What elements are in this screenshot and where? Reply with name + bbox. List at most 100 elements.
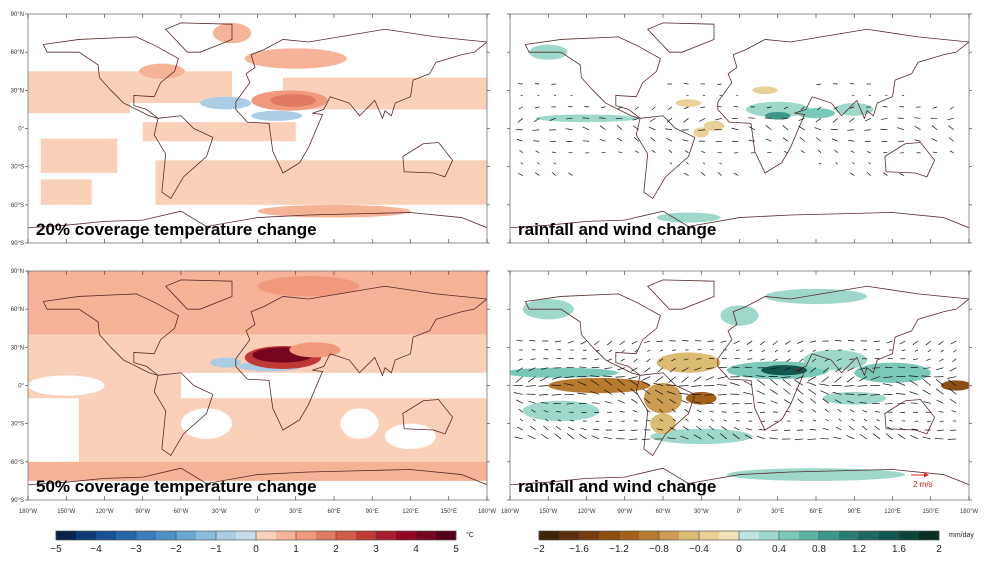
- wind-vector: [822, 398, 829, 404]
- wind-vector: [582, 126, 590, 131]
- wind-vector: [704, 394, 715, 396]
- wind-vector: [681, 367, 689, 372]
- wind-vector: [849, 172, 855, 176]
- colorbar-swatch: [539, 531, 559, 540]
- wind-vector: [567, 340, 574, 344]
- coastline-grl: [165, 22, 233, 53]
- wind-vector: [633, 137, 639, 142]
- lon-tick-label: 180°W: [478, 509, 496, 515]
- wind-vector: [940, 349, 944, 353]
- colorbar-tick-label: 0: [253, 544, 259, 555]
- wind-vector: [651, 106, 656, 111]
- wind-vector: [757, 401, 766, 404]
- wind-vector: [808, 388, 817, 395]
- wind-vector: [540, 367, 549, 370]
- wind-vector: [630, 388, 638, 395]
- wind-vector: [629, 379, 638, 386]
- colorbar-swatch: [739, 531, 759, 540]
- wind-vector: [615, 376, 625, 378]
- wind-vector: [847, 340, 855, 342]
- coastline-grl: [647, 279, 715, 310]
- wind-vector: [809, 367, 817, 373]
- colorbar-tick-label: 2: [333, 544, 339, 555]
- wind-vector: [832, 391, 842, 395]
- lat-tick-label: 0°: [18, 384, 24, 390]
- wind-vector: [730, 382, 740, 386]
- wind-vector: [922, 389, 931, 395]
- wind-vector: [580, 427, 587, 431]
- wind-vector: [686, 162, 689, 165]
- wind-vector: [926, 358, 931, 361]
- wind-vector: [594, 358, 600, 361]
- lat-tick-label: 30°N: [11, 345, 24, 351]
- wind-vector: [911, 428, 919, 431]
- coastline-eura: [717, 28, 969, 174]
- field-region: [765, 288, 867, 305]
- wind-vector: [658, 408, 664, 413]
- wind-vector: [835, 162, 838, 165]
- lon-tick-label: 150°E: [923, 509, 939, 515]
- wind-vector: [603, 389, 613, 395]
- wind-vector: [849, 409, 855, 413]
- map-panel-rain50: 180°W 150°W 120°W 90°W 60°W 30°W 0° 30°E 60°E 90°…: [501, 270, 978, 515]
- wind-vector: [848, 118, 855, 123]
- wind-vector: [733, 427, 740, 431]
- wind-vector: [794, 380, 804, 386]
- wind-vector: [876, 419, 880, 422]
- wind-vector: [798, 125, 805, 131]
- wind-vector: [881, 140, 888, 143]
- wind-vector: [825, 418, 829, 422]
- wind-vector: [743, 375, 753, 377]
- coastline-aus: [402, 399, 454, 435]
- wind-vector: [773, 358, 778, 362]
- wind-vector: [519, 418, 523, 422]
- wind-vector: [807, 376, 817, 382]
- colorbar-tick-label: −1: [210, 544, 222, 555]
- wind-vector: [770, 378, 778, 386]
- coastline-aus: [402, 142, 454, 178]
- wind-vector: [517, 426, 523, 431]
- wind-vector: [932, 106, 938, 109]
- wind-vector: [783, 151, 789, 154]
- wind-vector: [735, 420, 740, 422]
- wind-vector: [912, 340, 919, 346]
- map-panel-temp50: 180°W 150°W 120°W 90°W 60°W 30°W 0° 30°E 60°E 90°…: [11, 269, 497, 515]
- wind-vector: [833, 106, 838, 110]
- colorbar-swatch: [416, 531, 436, 540]
- wind-vector: [866, 172, 872, 176]
- wind-vector: [683, 118, 689, 123]
- wind-vector: [532, 129, 540, 131]
- wind-vector: [646, 358, 651, 363]
- colorbar-swatch: [76, 531, 96, 540]
- colorbar-swatch: [236, 531, 256, 540]
- wind-vector: [765, 125, 772, 131]
- wind-vector: [617, 367, 625, 371]
- wind-vector: [634, 106, 639, 110]
- wind-vector: [864, 118, 871, 122]
- coastline-sa: [635, 372, 696, 457]
- lon-tick-label: 120°E: [884, 509, 900, 515]
- field-region: [289, 342, 341, 358]
- reference-vector-label: 2 m/s: [913, 480, 933, 489]
- wind-vector: [800, 106, 805, 110]
- wind-vector: [580, 340, 587, 345]
- wind-vector: [672, 418, 676, 422]
- wind-vector: [897, 402, 906, 405]
- wind-vector: [654, 389, 664, 395]
- wind-vector: [669, 398, 676, 404]
- wind-vector: [810, 398, 817, 404]
- field-region: [522, 400, 600, 422]
- wind-vector: [633, 358, 638, 363]
- lat-tick-label: 90°N: [11, 269, 24, 275]
- wind-vector: [835, 426, 842, 431]
- wind-vector: [846, 376, 855, 383]
- wind-vector: [570, 419, 574, 422]
- wind-vector: [732, 433, 740, 440]
- wind-vector: [594, 340, 600, 346]
- panel-title: rainfall and wind change: [518, 477, 716, 496]
- coastline-eura: [235, 285, 487, 431]
- wind-vector: [834, 376, 842, 383]
- wind-vector: [684, 409, 689, 413]
- colorbar-swatch: [579, 531, 599, 540]
- wind-vector: [620, 358, 625, 362]
